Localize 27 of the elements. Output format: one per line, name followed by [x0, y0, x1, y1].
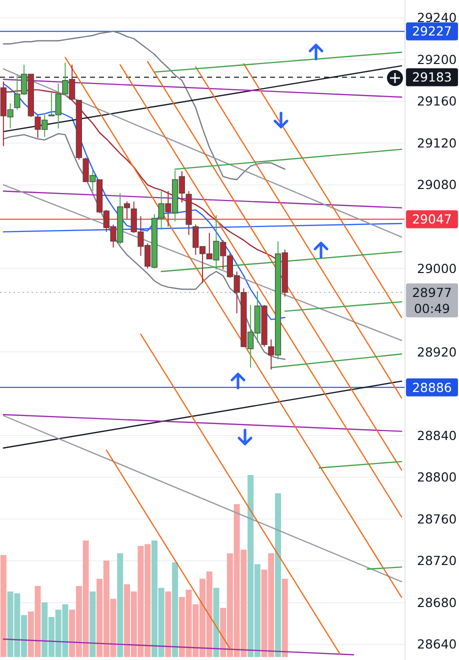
bar: [213, 588, 220, 657]
y-tick-label: 28920: [417, 344, 457, 360]
y-tick-label: 28760: [417, 511, 457, 526]
ref-line-label: 28886: [412, 380, 452, 395]
bar: [165, 591, 172, 657]
y-tick-label: 28640: [417, 636, 457, 652]
ref-line-label: 29227: [412, 24, 452, 39]
ref-line-label: 29183: [412, 70, 452, 85]
bar: [117, 553, 124, 657]
y-tick-label: 29240: [417, 10, 457, 26]
y-tick-label: 29080: [417, 177, 457, 192]
bar: [90, 591, 96, 657]
y-tick-label: 28680: [417, 594, 457, 610]
y-tick-label: 28840: [417, 428, 457, 443]
y-tick-label: 28800: [417, 470, 457, 485]
ref-line-label: 29047: [412, 212, 452, 227]
y-tick-label: 29160: [417, 94, 457, 109]
bar: [172, 562, 178, 657]
y-tick-label: 29200: [417, 52, 457, 67]
y-tick-label: 29000: [417, 260, 457, 276]
bar: [282, 578, 288, 657]
ref-line-label: 28977: [412, 284, 452, 300]
bar: [0, 555, 6, 657]
text: 00:49: [414, 300, 450, 316]
y-tick-label: 29120: [417, 135, 457, 150]
bar: [275, 493, 282, 657]
y-tick-label: 28720: [417, 553, 457, 568]
